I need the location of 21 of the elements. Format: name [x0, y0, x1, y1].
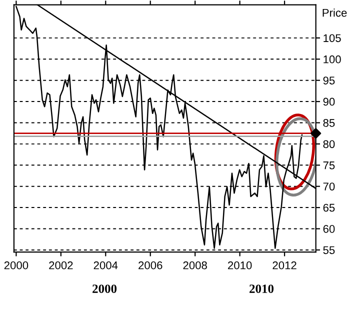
y-tick-label: 95 [323, 76, 335, 84]
y-tick-label: 55 [323, 246, 335, 254]
y-tick-label: 75 [323, 162, 335, 170]
x-tick-label: 2004 [94, 261, 118, 270]
y-tick-label: 105 [324, 34, 341, 42]
x-tick-label: 2006 [138, 261, 162, 270]
y-tick-label: 90 [323, 98, 335, 106]
y-tick-label: 80 [323, 140, 335, 148]
x-tick-label: 2008 [183, 261, 207, 270]
y-tick-label: 70 [323, 182, 335, 190]
y-tick-label: 60 [323, 225, 335, 233]
x-tick-label: 2012 [272, 261, 296, 270]
x-tick-label: 2002 [49, 261, 73, 270]
y-tick-label: 65 [323, 204, 335, 212]
y-axis-title: Price [322, 8, 347, 17]
text: 2010 [250, 284, 274, 294]
y-tick-label: 100 [324, 55, 341, 64]
text: 2000 [92, 284, 117, 294]
x-tick-label: 2010 [228, 261, 252, 270]
x-tick-label: 2000 [4, 261, 28, 270]
y-tick-label: 85 [323, 119, 335, 127]
